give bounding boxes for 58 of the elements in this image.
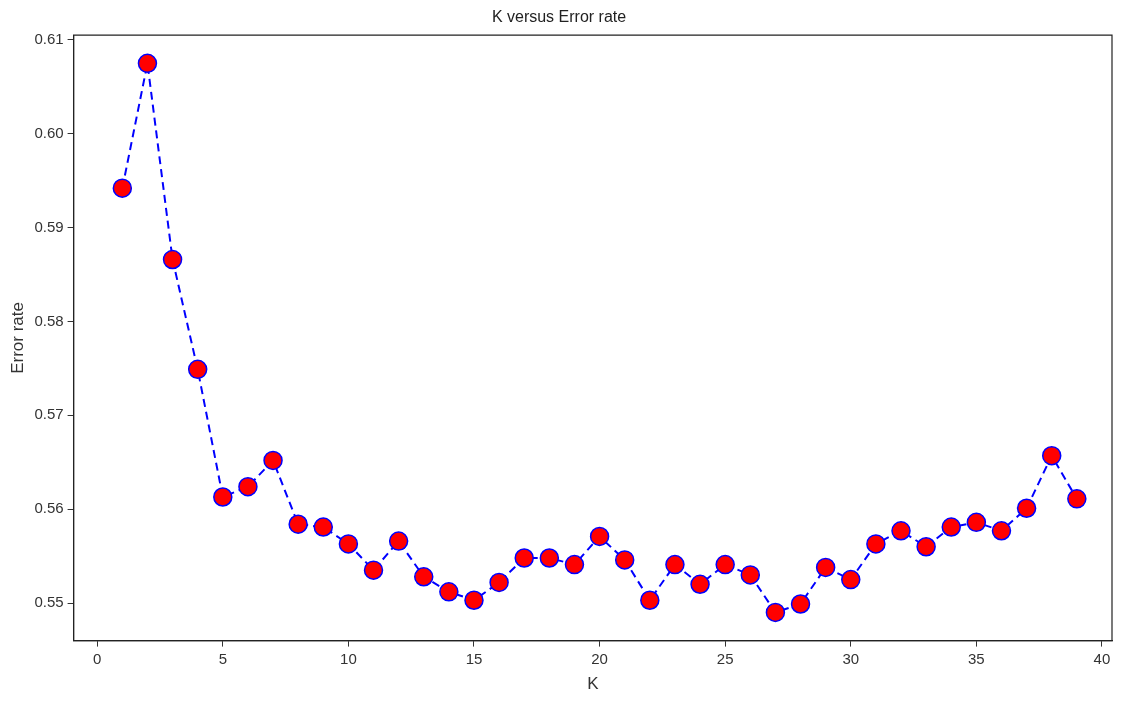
point	[941, 517, 961, 537]
point	[815, 557, 836, 578]
point	[765, 602, 786, 623]
y-axis-title: Error rate	[7, 302, 27, 374]
x-tick-label: 15	[465, 649, 483, 667]
x-tick-label: 25	[716, 649, 734, 667]
x-tick-label: 35	[968, 649, 985, 667]
point	[112, 178, 133, 198]
point	[514, 548, 534, 568]
point	[690, 574, 710, 595]
point	[790, 594, 811, 614]
point	[313, 517, 334, 537]
point	[539, 548, 560, 568]
point	[991, 521, 1012, 541]
point	[263, 450, 283, 471]
x-tick-label: 20	[591, 649, 608, 667]
point	[589, 526, 610, 547]
point	[866, 534, 886, 554]
point	[238, 476, 258, 497]
y-tick-label: 0.56	[34, 499, 64, 517]
point	[162, 249, 183, 270]
point	[414, 567, 434, 587]
point	[1067, 489, 1087, 509]
point	[740, 565, 761, 585]
point	[363, 560, 384, 580]
point	[464, 590, 484, 610]
point	[564, 554, 585, 575]
x-tick-label: 40	[1093, 649, 1111, 667]
point	[715, 554, 735, 575]
point	[614, 550, 635, 570]
point	[489, 572, 509, 593]
point	[841, 569, 861, 590]
point	[439, 582, 459, 602]
x-tick-label: 10	[340, 649, 357, 667]
point	[1041, 445, 1062, 466]
x-tick-label: 5	[218, 649, 227, 667]
point	[187, 359, 208, 380]
point	[338, 534, 359, 554]
x-tick-label: 30	[842, 649, 860, 667]
y-tick-label: 0.58	[34, 311, 64, 329]
y-tick-label: 0.55	[34, 593, 64, 611]
y-tick-label: 0.59	[34, 217, 64, 235]
point	[288, 514, 308, 534]
point	[640, 590, 660, 610]
y-tick-label: 0.57	[34, 405, 64, 423]
point	[137, 53, 158, 74]
point	[665, 554, 685, 575]
x-tick-label: 0	[93, 649, 102, 667]
x-axis-title: K	[587, 674, 600, 694]
y-tick-label: 0.60	[34, 123, 64, 141]
point	[213, 487, 233, 507]
point	[1016, 498, 1037, 519]
point	[966, 512, 987, 533]
point	[916, 536, 936, 557]
point	[891, 521, 911, 541]
chart-title: K versus Error rate	[491, 8, 627, 26]
point	[388, 531, 409, 551]
y-tick-label: 0.61	[34, 30, 64, 48]
